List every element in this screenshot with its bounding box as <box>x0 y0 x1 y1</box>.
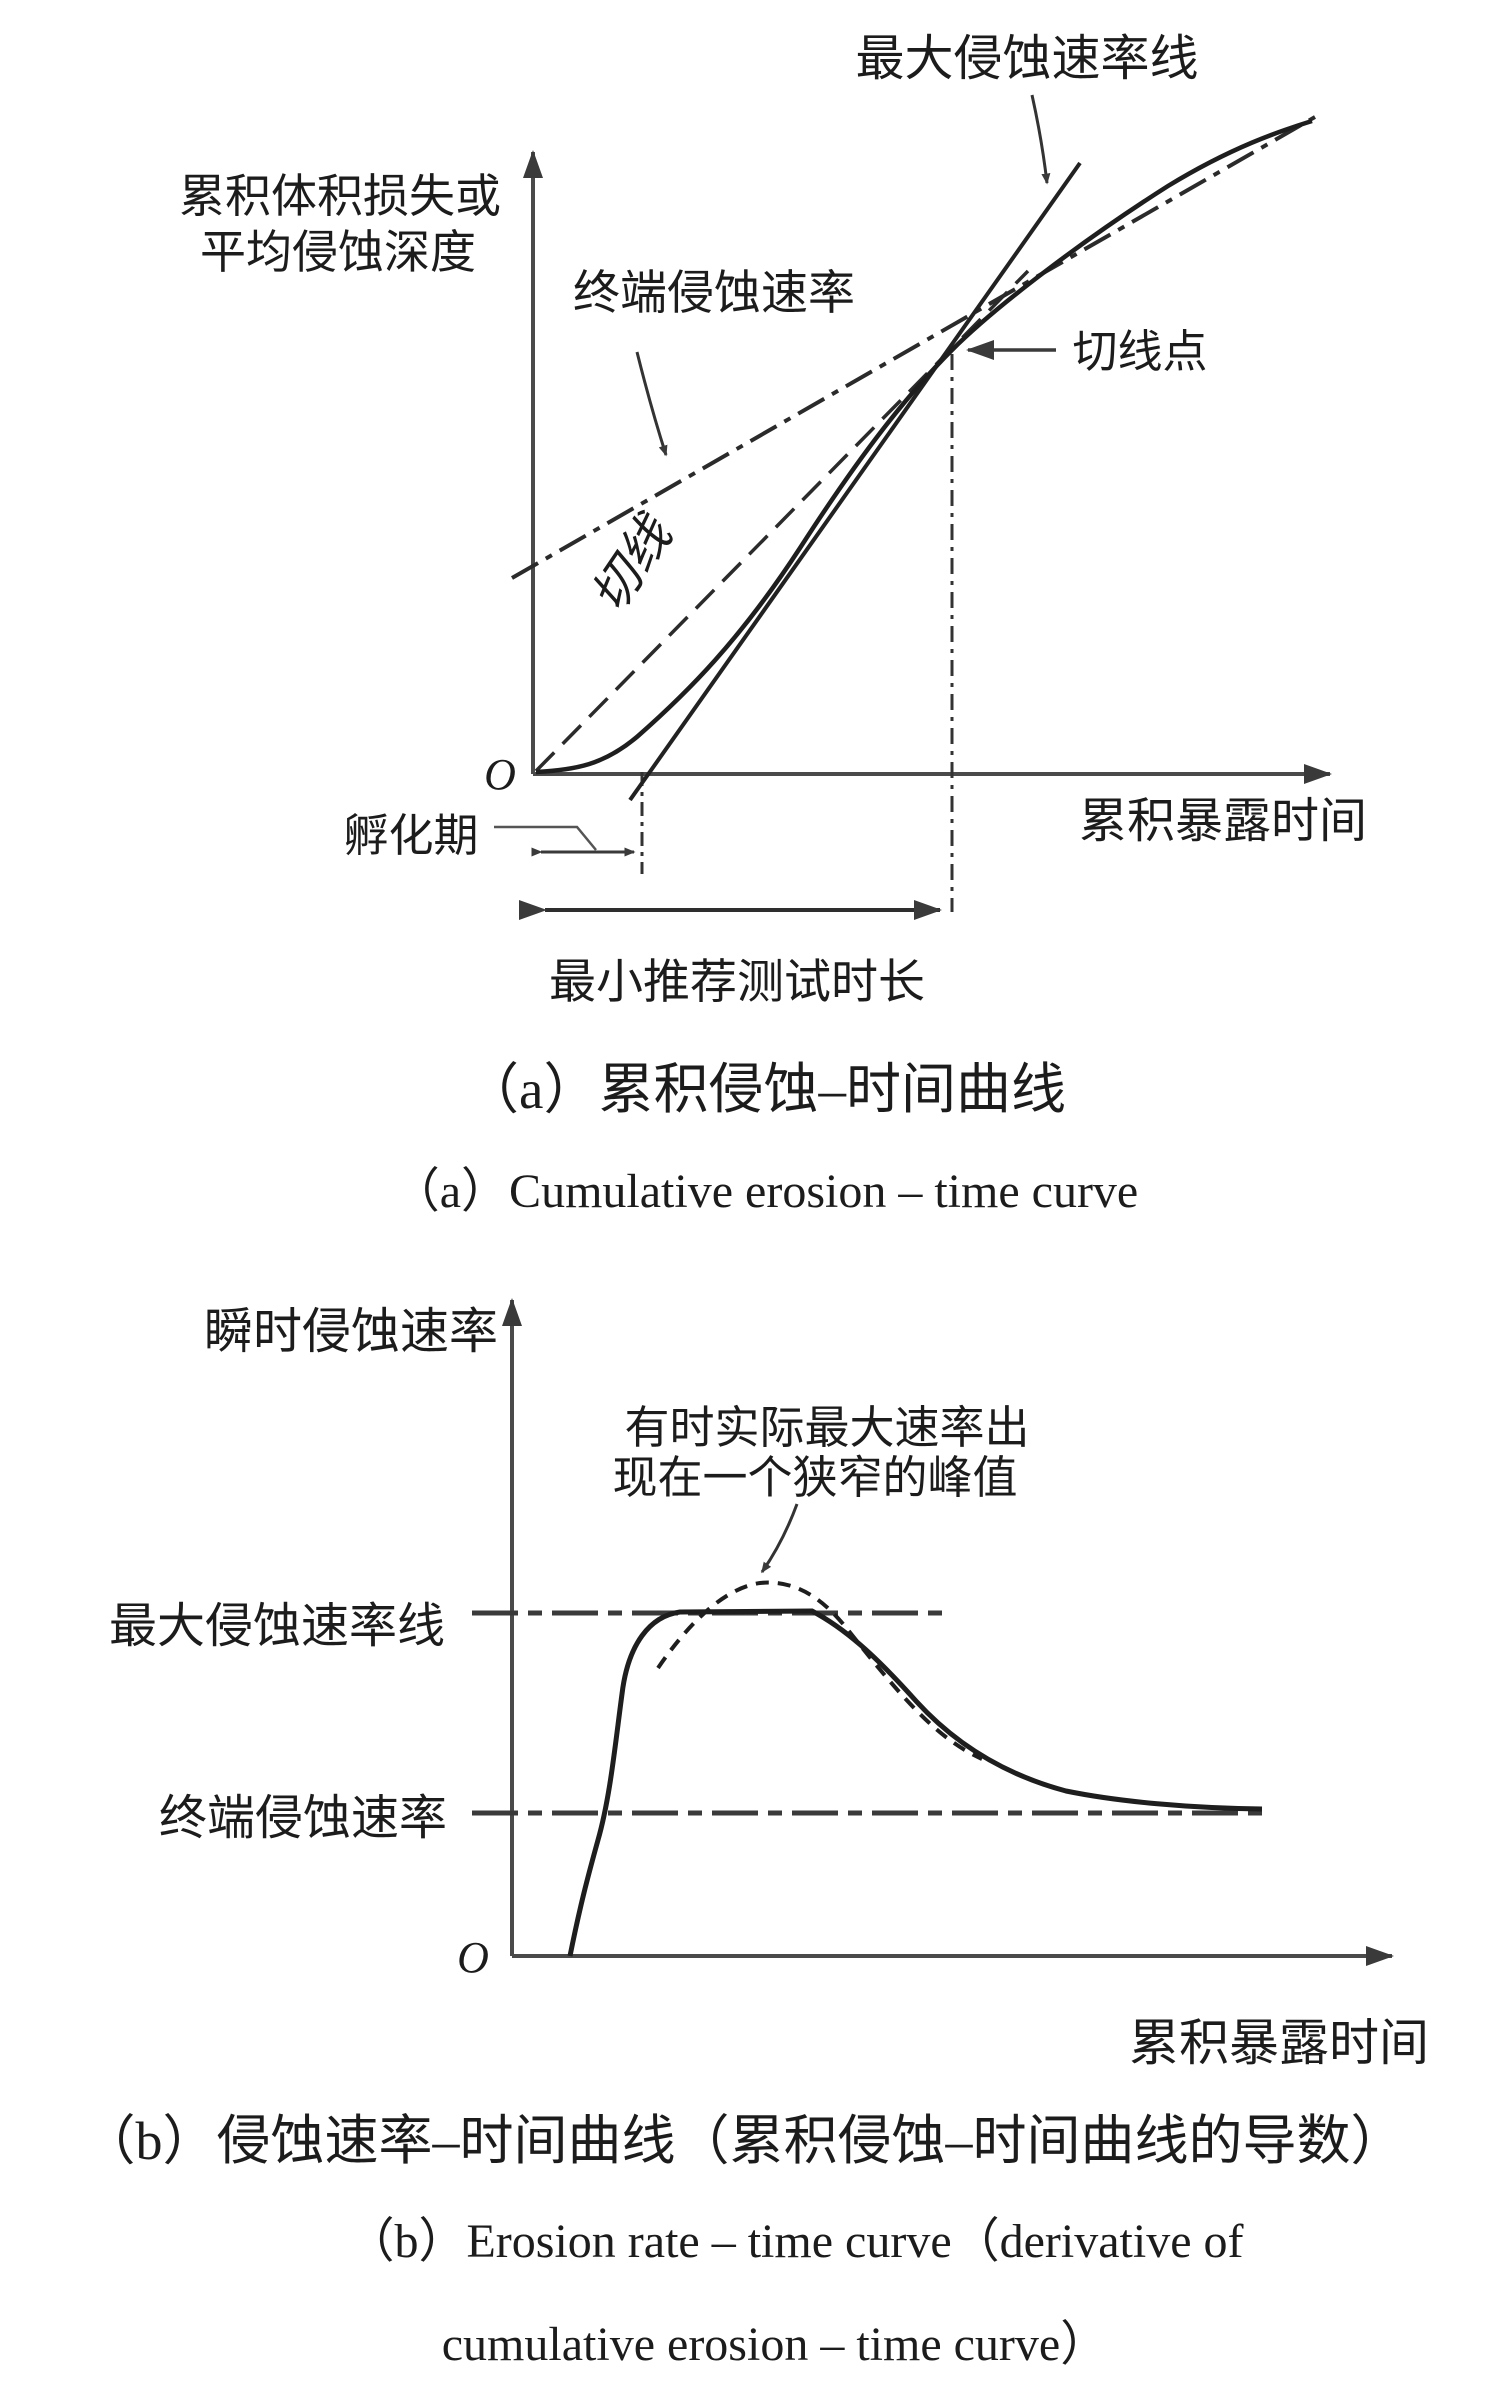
a-max-rate-label-arrow <box>1030 94 1051 185</box>
a-terminal-rate-line <box>511 115 1316 580</box>
a-caption-en: （a）Cumulative erosion – time curve <box>392 1165 1139 1218</box>
a-x-axis-label: 累积暴露时间 <box>1079 795 1367 848</box>
a-terminal-rate-label: 终端侵蚀速率 <box>573 268 855 320</box>
b-annotation-line2: 现在一个狭窄的峰值 <box>612 1453 1017 1503</box>
b-y-axis-label: 瞬时侵蚀速率 <box>204 1304 498 1359</box>
a-caption-zh: （a）累积侵蚀–时间曲线 <box>464 1059 1066 1120</box>
a-max-rate-line-label: 最大侵蚀速率线 <box>855 31 1198 86</box>
b-terminal-rate-label: 终端侵蚀速率 <box>159 1792 447 1845</box>
a-max-rate-line <box>628 161 1082 802</box>
panel-b: 瞬时侵蚀速率 有时实际最大速率出 现在一个狭窄的峰值 最大侵蚀速率线 终端侵蚀速… <box>82 1298 1429 2371</box>
b-caption-en-line2: cumulative erosion – time curve） <box>442 2318 1108 2371</box>
a-y-axis-label-line2: 平均侵蚀深度 <box>200 227 476 278</box>
a-tangent-line-label: 切线 <box>580 505 685 623</box>
a-min-test-duration-label: 最小推荐测试时长 <box>549 957 925 1009</box>
b-narrow-peak-dashed-curve <box>656 1580 983 1761</box>
b-origin-label: O <box>457 1933 489 1982</box>
b-peak-annotation-arrow <box>760 1503 799 1574</box>
b-annotation-line1: 有时实际最大速率出 <box>624 1403 1029 1453</box>
a-tangent-point-label: 切线点 <box>1072 327 1207 377</box>
b-erosion-rate-curve <box>567 1608 1263 1957</box>
a-cumulative-erosion-curve <box>535 118 1313 775</box>
a-terminal-rate-label-arrow <box>635 351 668 457</box>
b-caption-en-line1: （b）Erosion rate – time curve（derivative … <box>346 2215 1243 2268</box>
b-x-axis-label: 累积暴露时间 <box>1129 2015 1429 2071</box>
b-max-rate-line-label: 最大侵蚀速率线 <box>109 1600 445 1653</box>
a-y-axis-label-line1: 累积体积损失或 <box>179 171 501 222</box>
panel-a: 累积体积损失或 平均侵蚀深度 最大侵蚀速率线 终端侵蚀速率 切线点 切线 孵化期… <box>179 31 1367 1218</box>
b-caption-zh: （b）侵蚀速率–时间曲线（累积侵蚀–时间曲线的导数） <box>82 2111 1405 2171</box>
a-origin-label: O <box>484 750 516 799</box>
a-incubation-leader-line <box>494 825 597 851</box>
a-incubation-label: 孵化期 <box>343 811 478 861</box>
